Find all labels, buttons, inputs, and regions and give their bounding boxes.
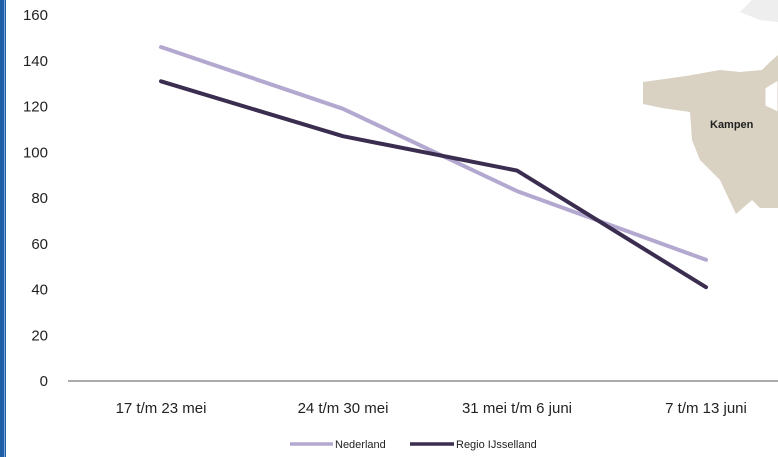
map-fragment: Kampen [643, 0, 778, 214]
map-region-kampen [643, 55, 778, 214]
y-tick-label: 140 [23, 53, 48, 70]
y-tick-label: 160 [23, 7, 48, 24]
x-tick-label: 24 t/m 30 mei [298, 400, 389, 417]
series-lines [159, 45, 708, 290]
y-tick-label: 120 [23, 99, 48, 116]
legend-label-nederland: Nederland [335, 439, 386, 451]
y-tick-label: 60 [31, 236, 48, 253]
y-tick-labels: 0 20 40 60 80 100 120 140 160 [23, 7, 48, 390]
left-accent-line [4, 0, 5, 457]
y-tick-label: 20 [31, 327, 48, 344]
x-tick-labels: 17 t/m 23 mei 24 t/m 30 mei 31 mei t/m 6 j… [116, 400, 747, 417]
y-tick-label: 100 [23, 144, 48, 161]
map-label-kampen: Kampen [710, 119, 754, 131]
map-region-top [740, 0, 778, 22]
y-tick-label: 0 [40, 373, 48, 390]
series-line-nederland [159, 45, 708, 262]
series-line-regio-ijsselland [159, 79, 708, 290]
x-tick-label: 31 mei t/m 6 juni [462, 400, 572, 417]
legend: Nederland Regio IJsselland [290, 439, 537, 451]
y-tick-label: 80 [31, 190, 48, 207]
x-tick-label: 17 t/m 23 mei [116, 400, 207, 417]
legend-label-regio-ijsselland: Regio IJsselland [456, 439, 537, 451]
x-tick-label: 7 t/m 13 juni [665, 400, 747, 417]
map-region-white [764, 79, 778, 113]
left-accent-bar [0, 0, 6, 457]
y-tick-label: 40 [31, 282, 48, 299]
